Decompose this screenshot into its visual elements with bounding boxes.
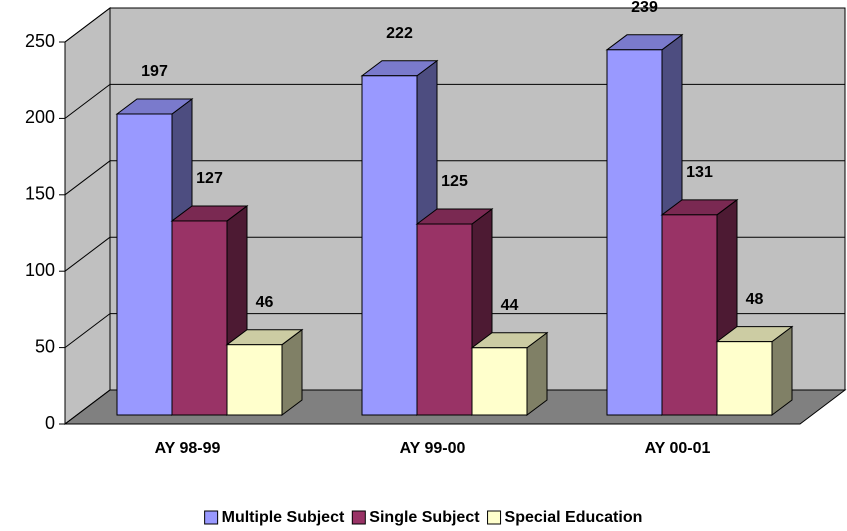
- value-label: 48: [746, 291, 764, 308]
- legend-label: Special Education: [505, 509, 643, 526]
- legend-label: Multiple Subject: [222, 509, 345, 526]
- y-tick-label: 150: [25, 184, 55, 204]
- bar: [416, 223, 473, 416]
- bar: [716, 341, 773, 416]
- grid-line: [64, 313, 111, 348]
- bar: [361, 75, 418, 416]
- bar: [226, 344, 283, 416]
- grid-line: [64, 160, 111, 196]
- grid-line: [64, 84, 111, 119]
- x-tick-label: AY 00-01: [645, 440, 711, 457]
- y-tick-label: 200: [25, 107, 55, 127]
- legend-swatch: [487, 510, 502, 525]
- y-tick-label: 0: [45, 413, 55, 433]
- value-label: 125: [441, 173, 468, 190]
- grid-line: [64, 7, 111, 43]
- value-label: 197: [141, 63, 168, 80]
- value-label: 127: [196, 170, 223, 187]
- bar: [116, 113, 173, 416]
- legend-swatch: [351, 510, 366, 525]
- x-tick-label: AY 99-00: [400, 440, 466, 457]
- y-tick-label: 50: [35, 336, 55, 356]
- grid-line: [64, 236, 111, 272]
- bar: [661, 214, 718, 416]
- left-wall: [64, 6, 111, 426]
- legend-swatch: [204, 510, 219, 525]
- value-label: 222: [386, 25, 413, 42]
- bar: [471, 347, 528, 416]
- bar: [171, 220, 228, 416]
- y-tick-label: 250: [25, 31, 55, 51]
- bar: [606, 49, 663, 416]
- value-label: 131: [686, 164, 713, 181]
- legend: Multiple Subject Single Subject Special Ed…: [204, 509, 643, 526]
- value-label: 46: [256, 294, 274, 311]
- value-label: 239: [631, 0, 658, 16]
- y-tick-label: 100: [25, 260, 55, 280]
- x-tick-label: AY 98-99: [155, 440, 221, 457]
- legend-label: Single Subject: [369, 509, 480, 526]
- grid-line: [64, 389, 111, 425]
- value-label: 44: [501, 297, 519, 314]
